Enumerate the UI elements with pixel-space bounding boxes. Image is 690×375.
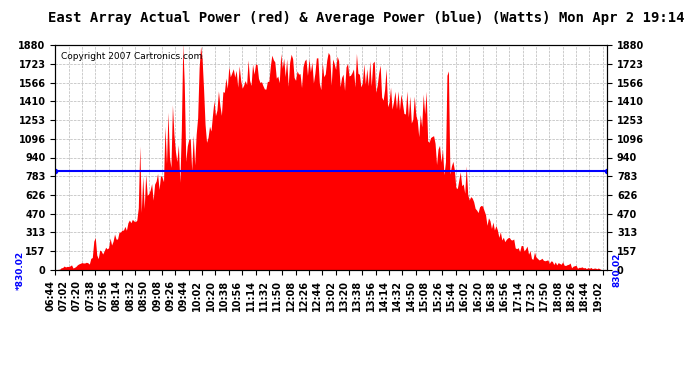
Text: East Array Actual Power (red) & Average Power (blue) (Watts) Mon Apr 2 19:14: East Array Actual Power (red) & Average … xyxy=(48,11,684,25)
Text: *830.02: *830.02 xyxy=(16,251,25,290)
Text: Copyright 2007 Cartronics.com: Copyright 2007 Cartronics.com xyxy=(61,52,202,61)
Text: 830.02: 830.02 xyxy=(613,253,622,287)
